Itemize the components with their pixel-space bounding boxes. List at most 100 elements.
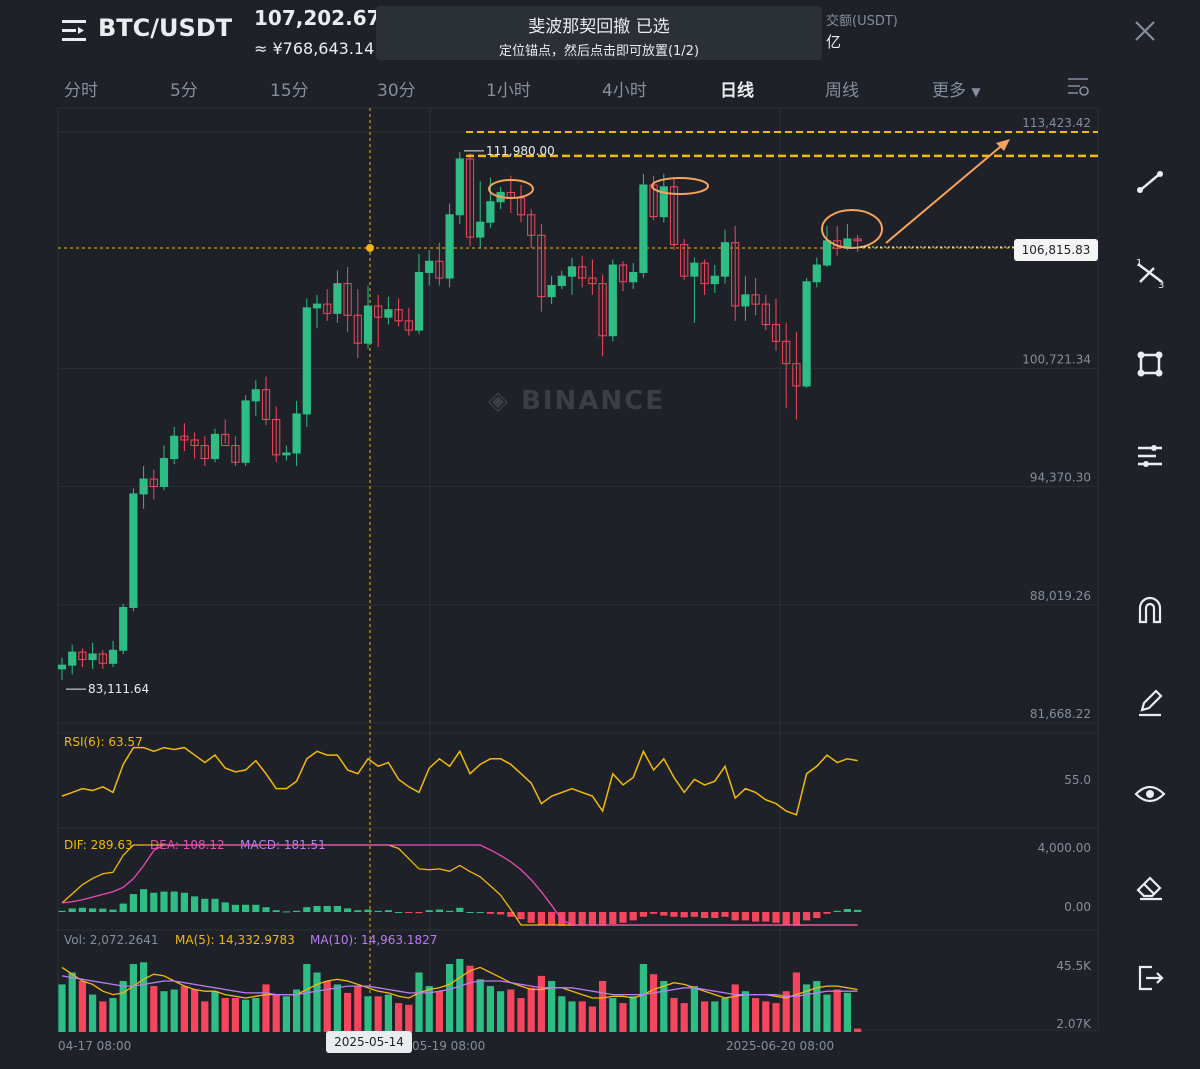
macd-bar (354, 910, 362, 912)
tab-30m[interactable]: 30分 (377, 81, 416, 101)
tab-1w[interactable]: 周线 (825, 81, 859, 101)
volume-bar (313, 972, 321, 1032)
exit-icon[interactable] (1132, 960, 1168, 996)
top-circle (651, 177, 709, 195)
candle-body (578, 266, 587, 279)
volume-bar (588, 1006, 596, 1032)
volume-bar (599, 981, 607, 1032)
macd-bar (792, 912, 800, 926)
tab-1h[interactable]: 1小时 (486, 81, 531, 101)
volume-bar (395, 1003, 403, 1032)
trading-pair[interactable]: BTC/USDT (98, 14, 233, 42)
volume-bar (303, 964, 311, 1032)
candle-body (598, 283, 607, 337)
candle-body (312, 303, 322, 309)
candle (200, 436, 209, 467)
macd-bar (517, 912, 525, 920)
close-icon[interactable] (1130, 16, 1160, 46)
header: BTC/USDT 107,202.67 ≈ ¥768,643.14 交额(USD… (0, 0, 1200, 66)
volume-bar (527, 987, 535, 1032)
macd-bar (731, 912, 739, 921)
candle (527, 209, 536, 249)
candle (231, 436, 240, 467)
volume-bar (680, 1003, 688, 1032)
volume-bar (344, 992, 352, 1032)
candle-body (557, 275, 566, 286)
candle-body (129, 493, 138, 608)
candle (302, 298, 311, 427)
macd-bar (58, 910, 66, 912)
price-tick-label: 81,668.22 (1030, 707, 1091, 721)
candle-body (404, 320, 413, 331)
volume-bar (813, 981, 821, 1032)
tab-fenshi[interactable]: 分时 (64, 81, 98, 101)
chart-settings-icon[interactable] (1066, 76, 1090, 98)
candle (659, 173, 668, 223)
macd-bar (497, 912, 505, 915)
pen-icon[interactable] (1132, 684, 1168, 720)
candle-body (149, 478, 158, 487)
tab-4h[interactable]: 4小时 (602, 81, 647, 101)
tab-1d[interactable]: 日线 (720, 81, 754, 101)
tab-15m[interactable]: 15分 (270, 81, 309, 101)
vol-ma5-label: MA(5): 14,332.9783 (175, 933, 295, 947)
volume-bar (415, 972, 423, 1032)
watermark-text: BINANCE (521, 386, 666, 416)
rectangle-icon[interactable] (1132, 346, 1168, 382)
crosshair-dot (366, 243, 374, 252)
macd-bar (221, 902, 229, 912)
macd-bar (639, 912, 647, 917)
macd-bar (813, 912, 821, 918)
macd-bar (660, 912, 668, 916)
candle-body (414, 271, 424, 331)
macd-bar (854, 909, 862, 912)
candle (180, 423, 189, 452)
volume-bar (629, 996, 637, 1032)
tab-more[interactable]: 更多 ▼ (932, 76, 981, 101)
volume-bar (242, 999, 250, 1032)
volume-bar (772, 1003, 780, 1032)
macd-bar (650, 912, 658, 914)
candle (78, 648, 87, 668)
eraser-icon[interactable] (1132, 868, 1168, 904)
candle (812, 257, 821, 288)
candle (639, 173, 648, 279)
magnet-icon[interactable] (1132, 592, 1168, 628)
macd-bar (272, 910, 280, 912)
tab-5m[interactable]: 5分 (170, 81, 198, 101)
candle (98, 650, 107, 669)
candle-body (282, 452, 291, 456)
trend-line-icon[interactable] (1124, 164, 1168, 200)
candle-body (57, 664, 67, 670)
chart-frame (57, 107, 1099, 1031)
eye-icon[interactable] (1132, 776, 1168, 812)
macd-bar (180, 892, 188, 912)
macd-bar (823, 912, 831, 914)
settings-lines-icon[interactable] (1132, 438, 1168, 474)
menu-icon[interactable] (60, 18, 88, 44)
candle-body (210, 433, 220, 460)
candle (476, 181, 485, 249)
volume-bar (272, 994, 280, 1032)
rsi-label: RSI(6): 63.57 (64, 735, 143, 749)
candle (374, 294, 383, 347)
price-badge (1014, 238, 1098, 261)
volume-bar (446, 964, 454, 1032)
candle-body (221, 433, 230, 447)
volume-bar (160, 991, 168, 1032)
volume-bar (568, 1001, 576, 1032)
volume-bar (221, 998, 229, 1032)
candle (710, 265, 719, 293)
candle-body (353, 314, 362, 344)
top-circle (488, 179, 534, 199)
candle (292, 400, 301, 467)
candle-body (261, 389, 271, 420)
macd-bar (527, 912, 535, 923)
macd-bar (231, 904, 239, 912)
macd-bar (293, 910, 301, 912)
candle (833, 225, 842, 256)
candle (353, 289, 362, 359)
candle (588, 259, 597, 295)
